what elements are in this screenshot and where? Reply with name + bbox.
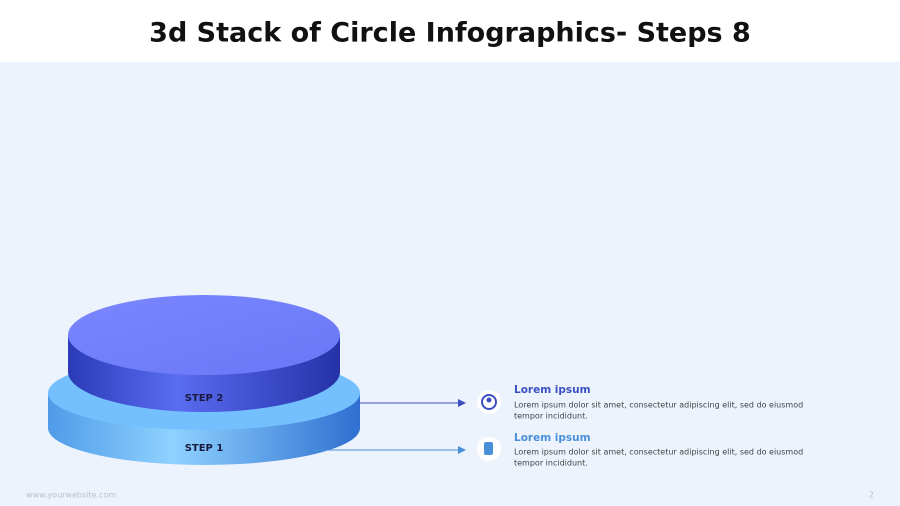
step-label: STEP 1 bbox=[185, 443, 224, 454]
item-heading: Lorem ipsum bbox=[514, 432, 591, 444]
cylinder-top bbox=[68, 295, 340, 375]
arrowhead bbox=[458, 399, 466, 407]
step-label: STEP 2 bbox=[185, 393, 224, 404]
title: 3d Stack of Circle Infographics- Steps 8 bbox=[149, 18, 751, 49]
arrowhead bbox=[458, 446, 466, 454]
icon bbox=[484, 442, 493, 455]
item-text: Lorem ipsum dolor sit amet, consectetur … bbox=[514, 401, 803, 410]
icon bbox=[486, 397, 492, 403]
footer-website: www.yourwebsite.com bbox=[26, 491, 116, 500]
item-text: tempor incididunt. bbox=[514, 412, 588, 421]
item-text: tempor incididunt. bbox=[514, 459, 588, 468]
item-text: Lorem ipsum dolor sit amet, consectetur … bbox=[514, 448, 803, 457]
page-number: 2 bbox=[869, 491, 874, 500]
icon bbox=[481, 394, 497, 410]
item-heading: Lorem ipsum bbox=[514, 384, 591, 396]
